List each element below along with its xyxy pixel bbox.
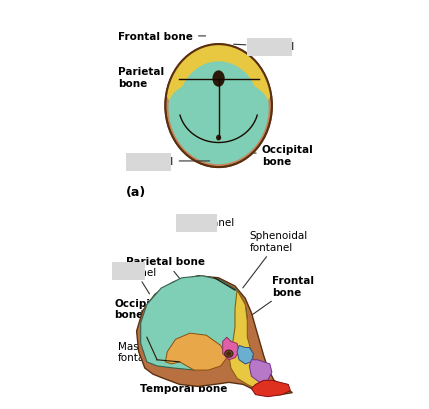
- Text: (a): (a): [127, 186, 147, 199]
- Ellipse shape: [225, 350, 233, 357]
- Text: Occipital
bone: Occipital bone: [114, 298, 166, 319]
- Polygon shape: [229, 290, 270, 391]
- Text: Frontal bone: Frontal bone: [118, 32, 205, 42]
- Text: fontanel: fontanel: [114, 267, 157, 294]
- Polygon shape: [223, 337, 239, 360]
- Text: Occipital
bone: Occipital bone: [252, 145, 314, 166]
- Ellipse shape: [165, 45, 272, 168]
- Text: Temporal bone: Temporal bone: [140, 360, 227, 393]
- FancyBboxPatch shape: [127, 153, 172, 172]
- Polygon shape: [251, 380, 290, 397]
- Polygon shape: [166, 45, 271, 101]
- Polygon shape: [237, 346, 254, 364]
- Ellipse shape: [169, 52, 269, 165]
- Polygon shape: [141, 276, 247, 370]
- Ellipse shape: [212, 71, 225, 88]
- Polygon shape: [165, 333, 227, 370]
- Polygon shape: [136, 276, 293, 395]
- Text: fontanel: fontanel: [234, 42, 295, 52]
- Polygon shape: [249, 360, 272, 382]
- Ellipse shape: [178, 62, 259, 151]
- FancyBboxPatch shape: [247, 39, 293, 57]
- Ellipse shape: [216, 135, 221, 141]
- Text: Parietal bone: Parietal bone: [127, 257, 205, 294]
- Text: Parietal
bone: Parietal bone: [118, 67, 187, 88]
- FancyBboxPatch shape: [110, 263, 145, 280]
- Ellipse shape: [226, 351, 231, 356]
- Text: Mastoid
fontanel: Mastoid fontanel: [118, 341, 161, 362]
- FancyBboxPatch shape: [175, 215, 217, 232]
- Text: Frontal
bone: Frontal bone: [252, 276, 314, 315]
- Text: fontanel: fontanel: [130, 157, 210, 166]
- Text: Sphenoidal
fontanel: Sphenoidal fontanel: [243, 231, 308, 288]
- Text: fontanel: fontanel: [192, 218, 235, 228]
